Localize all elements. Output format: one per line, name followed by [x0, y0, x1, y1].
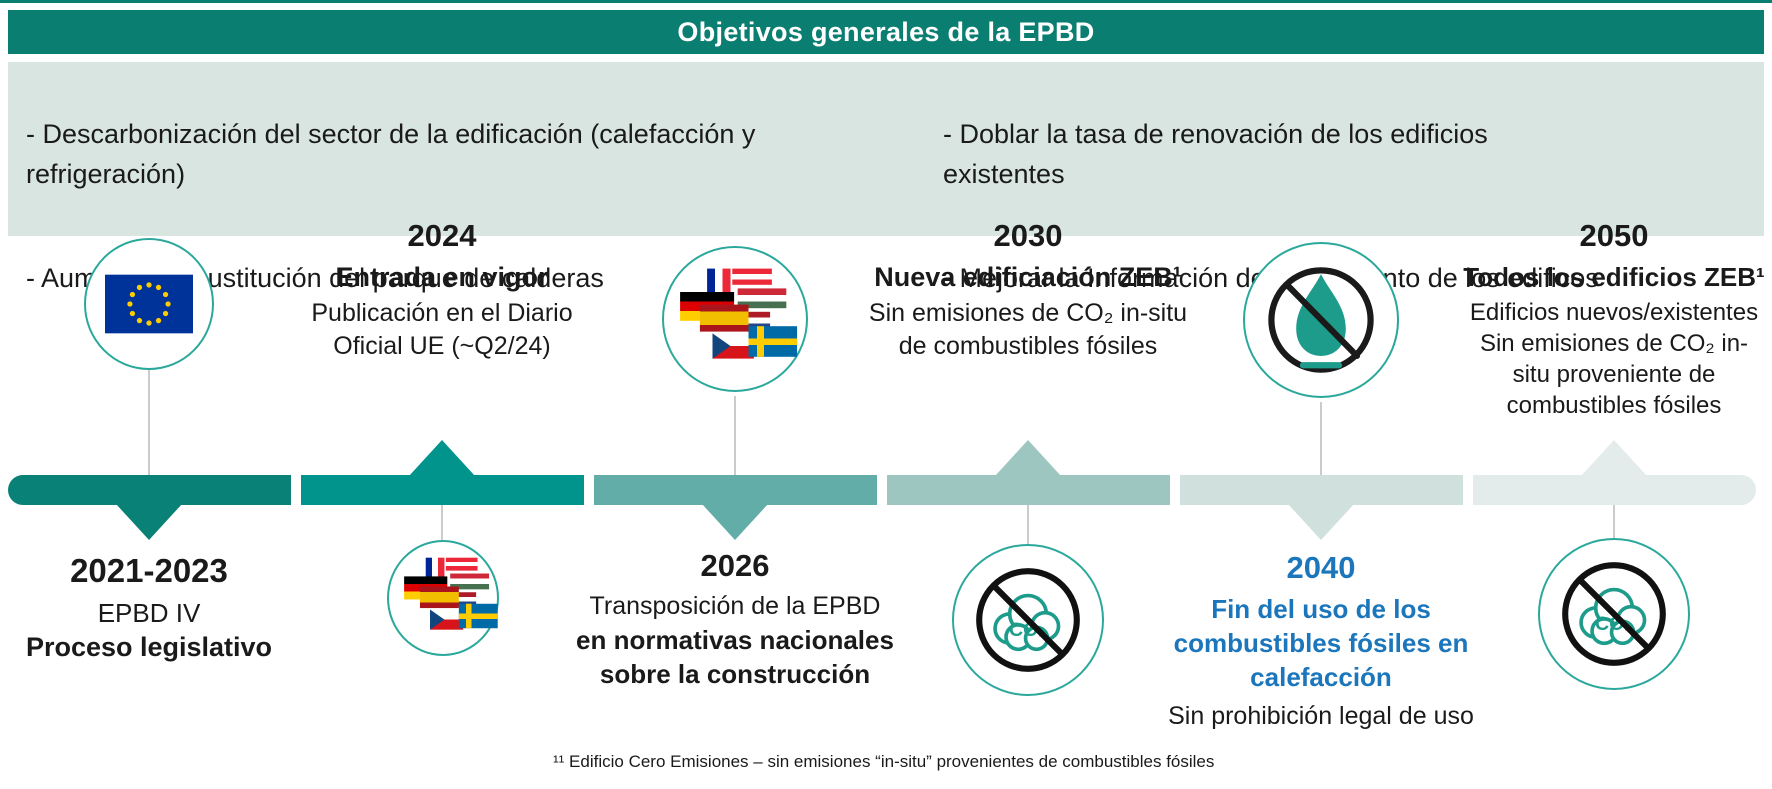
milestone-title: Todos los edificios ZEB¹ [1463, 262, 1765, 292]
milestone-year: 2026 [700, 548, 770, 583]
eu-flag-graphic [105, 274, 193, 334]
no-gas-icon [1243, 242, 1399, 398]
timeline-segment-2050 [1473, 475, 1756, 505]
milestone-desc: Edificios nuevos/existentes Sin emisione… [1469, 299, 1759, 419]
connector-line [1027, 505, 1029, 545]
milestone-2050: 2050 Todos los edificios ZEB¹ Edificios … [1444, 218, 1772, 421]
timeline-segment-2026 [594, 475, 877, 505]
milestone-2026: 2026 Transposición de la EPBD en normati… [565, 548, 905, 691]
no-co2-icon: CO₂ [1538, 538, 1690, 690]
timeline-arrow [1288, 504, 1354, 540]
milestone-2021-2023: 2021-2023 EPBD IV Proceso legislativo [4, 552, 294, 664]
milestone-desc: Sin emisiones de CO₂ in-situ de combusti… [868, 299, 1188, 360]
objectives-box: - Descarbonización del sector de la edif… [8, 62, 1764, 293]
milestone-year: 2021-2023 [70, 552, 228, 589]
milestone-title: Fin del uso de los combustibles fósiles … [1173, 594, 1469, 692]
milestone-title: Entrada en vigor [335, 262, 549, 292]
milestone-year: 2024 [407, 218, 477, 253]
milestone-title: Nueva edificiación ZEB¹ [874, 262, 1182, 292]
objective-item: - Doblar la tasa de renovación de los ed… [943, 119, 1488, 189]
milestone-title: Proceso legislativo [25, 632, 273, 662]
connector-line [1320, 402, 1322, 475]
flags-collage [404, 557, 498, 639]
milestone-year: 2030 [993, 218, 1063, 253]
milestone-subtitle: EPBD IV [97, 598, 201, 628]
flags-collage [680, 268, 798, 370]
no-co2-graphic: CO₂ [976, 568, 1080, 672]
co2-label: CO₂ [1009, 619, 1047, 641]
milestone-desc: Publicación en el Diario Oficial UE (~Q2… [311, 299, 573, 360]
connector-line [148, 368, 150, 475]
timeline-arrow [995, 440, 1061, 476]
eu-flag-icon [84, 238, 214, 370]
eu-flags-collage-icon [387, 540, 499, 656]
milestone-title: en normativas nacionales sobre la constr… [576, 625, 894, 689]
timeline-arrow [1581, 440, 1647, 476]
sweden-flag-icon [748, 326, 798, 357]
timeline-segment-2040 [1180, 475, 1463, 505]
milestone-desc: Transposición de la EPBD [589, 592, 881, 620]
eu-flags-collage-icon [662, 246, 808, 392]
milestone-2024: 2024 Entrada en vigor Publicación en el … [272, 218, 612, 363]
no-co2-icon: CO₂ [952, 544, 1104, 696]
milestone-year: 2040 [1286, 550, 1356, 585]
milestone-2040: 2040 Fin del uso de los combustibles fós… [1146, 550, 1496, 733]
spain-flag-icon [699, 304, 749, 332]
milestone-2030: 2030 Nueva edificiación ZEB¹ Sin emision… [848, 218, 1208, 363]
no-gas-graphic [1268, 267, 1374, 373]
top-border-line [0, 0, 1772, 3]
hungary-flag-icon [737, 288, 787, 309]
title-bar: Objetivos generales de la EPBD [8, 10, 1764, 54]
footnote: ¹¹ Edificio Cero Emisiones – sin emision… [553, 752, 1215, 771]
objective-item: - Descarbonización del sector de la edif… [26, 119, 756, 189]
co2-label: CO₂ [1595, 613, 1633, 635]
timeline-arrow [116, 504, 182, 540]
connector-line [441, 505, 443, 541]
timeline-arrow [702, 504, 768, 540]
hungary-flag-icon [450, 573, 490, 590]
spain-flag-icon [419, 586, 459, 609]
connector-line [1613, 505, 1615, 538]
objectives-left-column: - Descarbonización del sector de la edif… [26, 74, 856, 362]
timeline-segment-2030 [887, 475, 1170, 505]
timeline-segment-2021-2023 [8, 475, 291, 505]
milestone-desc: Sin prohibición legal de uso [1168, 702, 1474, 730]
connector-line [734, 396, 736, 475]
no-co2-graphic: CO₂ [1562, 562, 1666, 666]
austria-flag-icon [445, 557, 478, 571]
austria-flag-icon [732, 268, 772, 285]
milestone-year: 2050 [1579, 218, 1649, 253]
czech-flag-icon [430, 609, 464, 630]
timeline-segment-2024 [301, 475, 584, 505]
sweden-flag-icon [458, 603, 498, 629]
page-title: Objetivos generales de la EPBD [677, 16, 1095, 47]
czech-flag-icon [712, 333, 754, 359]
timeline-arrow [409, 440, 475, 476]
